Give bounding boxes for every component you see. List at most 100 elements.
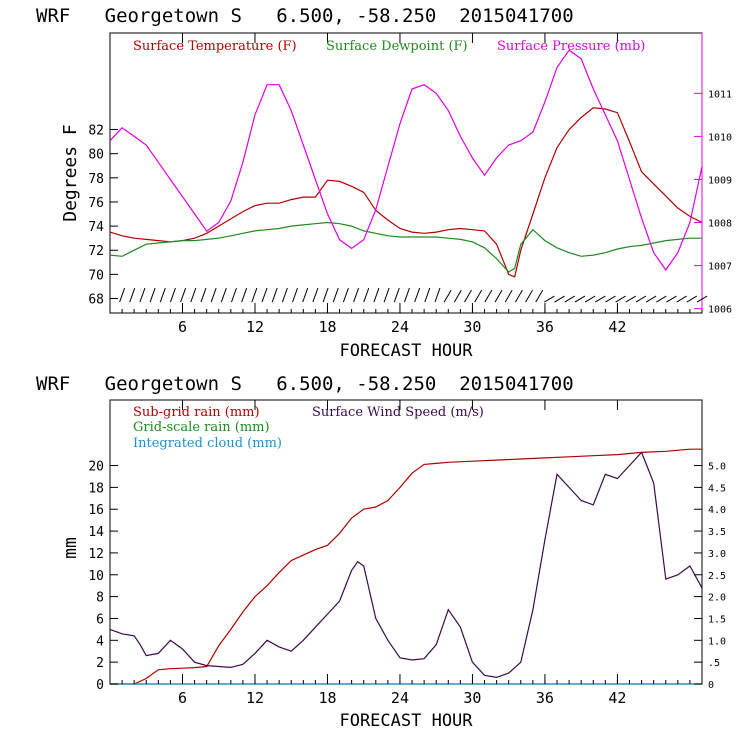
top-chart-title: WRF Georgetown S 6.500, -58.250 20150417… [36,5,574,27]
bottom-legend: Sub-grid rain (mm) Grid-scale rain (mm) … [133,405,484,451]
top-x-ticks: 6 12 18 24 30 36 42 [109,33,703,336]
x-tick-label: 24 [391,689,409,707]
y2-tick-label: 1010 [708,132,732,143]
legend-subgrid-rain: Sub-grid rain (mm) [133,405,260,420]
top-series-lines [109,49,703,278]
wind-barb [666,295,677,303]
y-tick-label: 80 [88,148,104,163]
wind-barb [414,287,421,303]
wind-barb [342,287,349,303]
wind-barb [686,295,698,303]
wind-barb [584,295,596,303]
wind-barb [363,287,370,303]
wind-barb [403,287,410,303]
wind-barb [159,287,166,303]
series-line-pressure [109,49,703,271]
wind-barb [696,295,708,303]
x-tick-label: 42 [608,689,626,707]
wind-barb [169,287,176,303]
top-y2-ticks: 1006 1007 1008 1009 1010 1011 [694,89,732,316]
wind-barb [615,295,626,303]
top-x-axis-label: FORECAST HOUR [339,341,473,361]
wind-barb [302,287,309,303]
wind-barbs [119,287,708,303]
y2-tick-label: 1.0 [708,636,726,647]
x-tick-label: 30 [463,689,481,707]
y-tick-label: 68 [88,293,104,308]
wind-barb [504,289,513,303]
legend-surface-pressure: Surface Pressure (mb) [497,39,645,54]
series-line-subgrid_rain [110,448,702,685]
bottom-chart-title: WRF Georgetown S 6.500, -58.250 20150417… [36,373,574,395]
bottom-x-ticks: 6 12 18 24 30 36 42 [109,400,703,707]
legend-surface-wind-speed: Surface Wind Speed (m/s) [312,405,484,420]
x-tick-label: 36 [536,318,554,336]
y2-tick-label: 1006 [708,305,732,316]
bottom-y2-ticks: 0 .5 1.0 1.5 2.0 2.5 3.0 3.5 4.0 4.5 5.0 [694,462,726,691]
y2-tick-label: 1009 [708,175,732,186]
y2-tick-label: 1008 [708,219,732,230]
legend-grid-scale-rain: Grid-scale rain (mm) [133,420,270,435]
x-tick-label: 12 [246,318,264,336]
y2-tick-label: 1011 [708,89,732,100]
bottom-x-axis-label: FORECAST HOUR [339,711,473,731]
y-tick-label: 0 [96,678,104,693]
x-tick-label: 6 [178,318,187,336]
y-tick-label: 14 [88,525,104,540]
y-tick-label: 6 [96,612,104,627]
y-tick-label: 10 [88,569,104,584]
legend-surface-dewpoint: Surface Dewpoint (F) [326,39,468,54]
x-tick-label: 42 [608,318,626,336]
wind-barb [564,295,575,303]
series-line-dewpoint [109,221,702,273]
x-tick-label: 18 [318,689,336,707]
y-tick-label: 20 [88,460,104,475]
wind-barb [200,287,207,303]
x-tick-label: 24 [391,318,409,336]
wind-barb [656,295,667,303]
y2-tick-label: 3.0 [708,549,726,560]
y2-tick-label: 4.0 [708,505,726,516]
top-y-axis-label: Degrees F [60,124,81,222]
series-line-temperature [109,107,703,278]
y-tick-label: 78 [88,172,104,187]
y-tick-label: 16 [88,503,104,518]
wind-barb [554,295,565,303]
wind-barb [484,289,493,303]
wind-barb [393,287,400,303]
y-tick-label: 82 [88,124,104,139]
y2-tick-label: 0 [708,680,714,691]
wind-barb [149,287,156,303]
wind-barb [271,287,278,303]
top-plot-frame [109,32,703,314]
y-tick-label: 74 [88,220,104,235]
wind-barb [210,287,217,303]
wind-barb [434,287,441,303]
wind-barb [514,289,523,303]
bottom-chart: WRF Georgetown S 6.500, -58.250 20150417… [36,373,726,731]
top-legend: Surface Temperature (F) Surface Dewpoint… [133,39,645,54]
wind-barb [525,289,533,303]
wind-barb [443,289,452,303]
legend-integrated-cloud: Integrated cloud (mm) [133,436,282,451]
top-y-ticks: 68 70 72 74 76 78 80 82 [88,124,118,308]
wind-barb [595,295,606,303]
bottom-y-ticks: 0 2 4 6 8 10 12 14 16 18 20 [88,460,118,693]
wind-barb [544,295,555,303]
wind-barb [474,289,483,303]
wind-barb [119,287,126,303]
y2-tick-label: 2.0 [708,593,726,604]
wind-barb [312,287,319,303]
top-chart: WRF Georgetown S 6.500, -58.250 20150417… [36,5,732,361]
wind-barb [605,295,616,303]
wind-barb [332,287,339,303]
bottom-y-axis-label: mm [60,537,81,559]
wind-barb [635,295,647,303]
y-tick-label: 2 [96,656,104,671]
y-tick-label: 18 [88,481,104,496]
wind-barb [535,289,544,303]
x-tick-label: 18 [318,318,336,336]
wind-barb [373,287,380,303]
series-line-wind [109,451,703,679]
